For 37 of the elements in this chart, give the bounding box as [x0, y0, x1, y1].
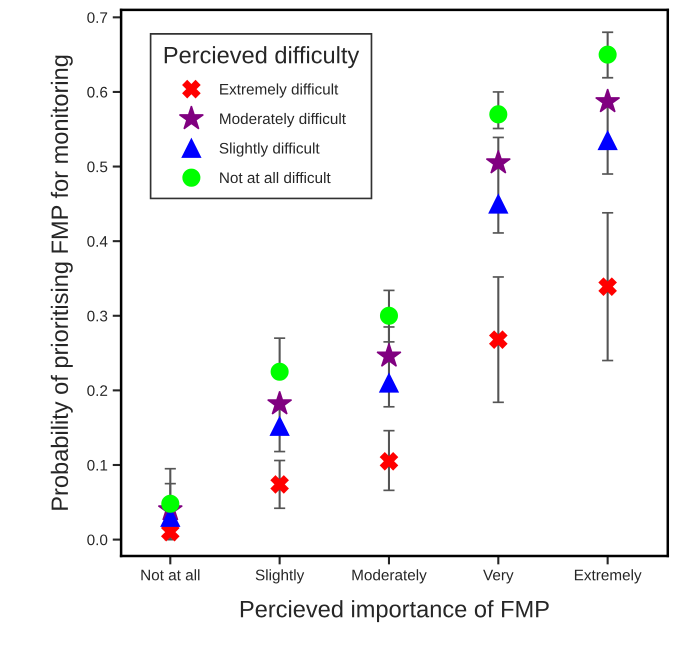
- point: [598, 130, 618, 150]
- point: [488, 194, 508, 214]
- legend-label: Moderately difficult: [220, 112, 346, 128]
- point: [598, 278, 617, 296]
- y-tick-label: 0.6: [87, 86, 108, 98]
- y-tick-label: 0.1: [87, 460, 108, 471]
- point: [267, 390, 292, 415]
- x-tick-label: Extremely: [574, 569, 642, 584]
- y-tick-label: 0.2: [87, 385, 108, 396]
- point: [270, 416, 290, 436]
- y-tick-label: 0.3: [87, 310, 108, 322]
- legend-title: Percieved difficulty: [164, 46, 360, 68]
- y-tick-label: 0.5: [87, 161, 108, 172]
- point: [270, 475, 289, 494]
- x-tick-label: Very: [483, 570, 514, 584]
- y-tick-label: 0.7: [87, 12, 108, 24]
- x-tick-label: Moderately: [352, 569, 427, 584]
- x-axis-title: Percieved importance of FMP: [240, 600, 549, 622]
- y-tick-label: 0.4: [87, 236, 108, 247]
- point: [595, 88, 620, 112]
- point: [161, 494, 180, 513]
- point: [380, 306, 398, 325]
- legend-label: Not at all difficult: [220, 172, 331, 184]
- point: [379, 373, 399, 393]
- point: [489, 330, 508, 349]
- y-axis-title: Probability of prioritising FMP for monitoring: [50, 56, 73, 510]
- point: [486, 150, 511, 174]
- point: [270, 362, 289, 381]
- x-tick-label: Not at all: [141, 569, 200, 580]
- legend-label: Extremely difficult: [220, 83, 338, 98]
- point: [598, 46, 617, 64]
- x-tick-label: Slightly: [256, 569, 304, 584]
- legend-label: Slightly difficult: [220, 142, 320, 157]
- point: [380, 452, 398, 470]
- point: [489, 105, 508, 124]
- point: [376, 342, 402, 367]
- y-tick-label: 0.0: [87, 534, 108, 546]
